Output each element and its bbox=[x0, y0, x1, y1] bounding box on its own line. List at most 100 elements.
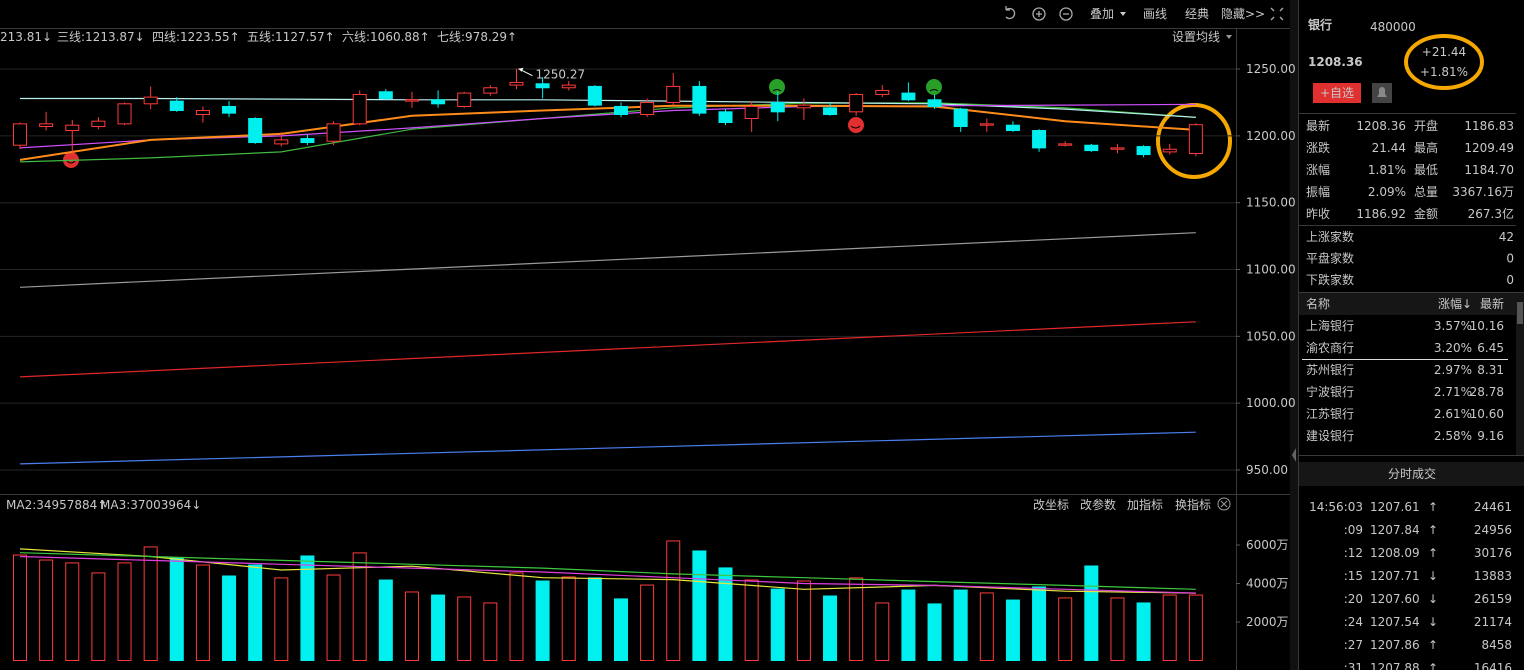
scroll-thumb[interactable] bbox=[1517, 302, 1523, 324]
splitter[interactable] bbox=[1290, 0, 1298, 670]
stat-value: 1186.92 bbox=[1356, 207, 1406, 221]
annotation-arrowhead bbox=[518, 67, 524, 72]
volume-bar bbox=[1032, 586, 1047, 662]
volume-bar bbox=[1110, 597, 1125, 661]
trade-direction: ↑ bbox=[1428, 500, 1438, 514]
volume-bar bbox=[1136, 602, 1151, 662]
y-tick-label: 1200.00 bbox=[1246, 129, 1296, 143]
volume-bar bbox=[352, 552, 367, 662]
column-header[interactable]: 涨幅↓ bbox=[1438, 296, 1472, 311]
zoom-out-icon[interactable] bbox=[1059, 7, 1073, 21]
volume-bar bbox=[1162, 594, 1177, 661]
ma-line bbox=[19, 555, 1196, 594]
stat-value: 1208.36 bbox=[1356, 119, 1406, 133]
undo-icon[interactable] bbox=[1005, 6, 1016, 20]
splitter-arrow[interactable] bbox=[1292, 448, 1296, 462]
ranking-name[interactable]: 苏州银行 bbox=[1306, 363, 1354, 377]
volume-bar bbox=[1188, 594, 1203, 661]
candle-body bbox=[274, 139, 289, 145]
ma-line bbox=[19, 321, 1196, 378]
stat-label: 昨收 bbox=[1306, 207, 1330, 221]
candle-body bbox=[483, 87, 498, 94]
volume-bar bbox=[13, 554, 27, 662]
trade-price: 1207.54 bbox=[1370, 615, 1420, 629]
zoom-in-plus bbox=[1036, 11, 1042, 17]
indicator-tool[interactable]: 换指标 bbox=[1175, 497, 1211, 512]
volume-bar bbox=[248, 564, 263, 662]
candle-body bbox=[901, 92, 916, 101]
volume-bar bbox=[404, 591, 419, 661]
volume-bar bbox=[1058, 597, 1073, 661]
ranking-name[interactable]: 渝农商行 bbox=[1306, 340, 1354, 355]
ranking-value: 9.16 bbox=[1477, 429, 1504, 443]
y-tick-label: 1100.00 bbox=[1246, 263, 1296, 277]
toolbar-button[interactable]: 叠加 bbox=[1090, 7, 1114, 21]
volume-bar bbox=[927, 603, 942, 662]
y-tick-label: 1000.00 bbox=[1246, 396, 1296, 410]
signal-icons bbox=[63, 79, 942, 168]
ranking-name[interactable]: 宁波银行 bbox=[1306, 384, 1354, 399]
toolbar-button[interactable]: 隐藏>> bbox=[1221, 7, 1265, 21]
buy-signal bbox=[848, 117, 864, 133]
zoom-in-icon[interactable] bbox=[1032, 7, 1046, 21]
ma-line bbox=[19, 552, 1196, 590]
trade-volume: 8458 bbox=[1481, 638, 1512, 652]
ranking-name[interactable]: 江苏银行 bbox=[1306, 407, 1354, 421]
column-header[interactable]: 最新 bbox=[1480, 296, 1504, 311]
quote-price: 1208.36 bbox=[1308, 55, 1363, 69]
trade-price: 1207.71 bbox=[1370, 569, 1420, 583]
trade-direction: ↑ bbox=[1428, 523, 1438, 537]
stat-value: 1186.83 bbox=[1464, 119, 1514, 133]
candle-body bbox=[1005, 124, 1020, 132]
volume-bar bbox=[796, 580, 811, 661]
quote-change-pct: +1.81% bbox=[1420, 65, 1468, 79]
candle-body bbox=[823, 107, 838, 115]
candle-body bbox=[744, 105, 759, 119]
indicator-tool[interactable]: 加指标 bbox=[1127, 497, 1163, 512]
volume-bar bbox=[117, 562, 132, 662]
fullscreen-icon[interactable] bbox=[1270, 7, 1284, 21]
y-tick-label: 1050.00 bbox=[1246, 329, 1296, 343]
sell-signal bbox=[926, 79, 942, 95]
ranking-name[interactable]: 上海银行 bbox=[1306, 318, 1354, 333]
trade-price: 1207.60 bbox=[1370, 592, 1420, 606]
candle-body bbox=[666, 85, 681, 103]
indicator-tool[interactable]: 改参数 bbox=[1080, 497, 1116, 512]
watch-button-bg[interactable] bbox=[1313, 83, 1361, 103]
candle-body bbox=[561, 84, 576, 89]
ranking-value: 3.57% bbox=[1434, 319, 1472, 333]
volume-bar bbox=[613, 598, 628, 662]
candle-body bbox=[692, 85, 707, 114]
trade-direction: ↓ bbox=[1428, 569, 1438, 583]
legend-entry: 五线:1127.57↑ bbox=[247, 30, 335, 44]
indicator-tool[interactable]: 改坐标 bbox=[1033, 498, 1069, 512]
settings-button[interactable]: 设置均线 bbox=[1172, 30, 1220, 44]
watch-button[interactable]: +自选 bbox=[1320, 86, 1354, 100]
candle-body bbox=[1136, 146, 1151, 156]
close-indicator[interactable] bbox=[1217, 497, 1231, 511]
trade-price: 1207.61 bbox=[1370, 500, 1420, 514]
volume-bar bbox=[509, 572, 524, 661]
toolbar-button[interactable]: 画线 bbox=[1143, 7, 1167, 21]
volume-bar bbox=[953, 589, 968, 661]
column-header[interactable]: 名称 bbox=[1306, 296, 1330, 311]
y-tick-label: 1250.00 bbox=[1246, 62, 1296, 76]
candle-body bbox=[796, 104, 811, 109]
candle-body bbox=[640, 101, 655, 115]
toolbar-button[interactable]: 经典 bbox=[1185, 7, 1209, 21]
candle-body bbox=[875, 89, 890, 95]
ranking-name[interactable]: 建设银行 bbox=[1306, 429, 1354, 443]
candle-body bbox=[509, 81, 524, 86]
volume-bar bbox=[169, 557, 184, 662]
volume-bar bbox=[39, 559, 54, 662]
candle-body bbox=[953, 108, 968, 128]
volume-bar bbox=[91, 572, 106, 661]
ranking-value: 28.78 bbox=[1470, 385, 1504, 399]
trade-volume: 24461 bbox=[1474, 500, 1512, 514]
ranking-value: 6.45 bbox=[1477, 341, 1504, 355]
ranking-value: 2.71% bbox=[1434, 385, 1472, 399]
y-tick-label: 2000万 bbox=[1246, 615, 1289, 629]
candle-body bbox=[326, 123, 341, 142]
trade-price: 1207.88 bbox=[1370, 661, 1420, 670]
scrollbar[interactable] bbox=[1516, 292, 1524, 455]
